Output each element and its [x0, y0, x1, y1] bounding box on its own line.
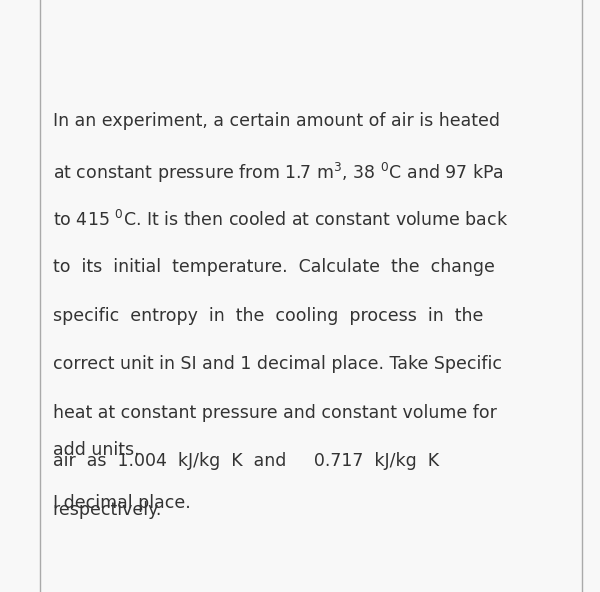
Text: In an experiment, a certain amount of air is heated: In an experiment, a certain amount of ai…	[53, 112, 500, 130]
Text: correct unit in SI and 1 decimal place. Take Specific: correct unit in SI and 1 decimal place. …	[53, 355, 502, 373]
Text: add units.: add units.	[53, 441, 139, 459]
Text: specific  entropy  in  the  cooling  process  in  the: specific entropy in the cooling process …	[53, 307, 483, 324]
Text: at constant pressure from 1.7 m$^{3}$, 38 $^{0}$C and 97 kPa: at constant pressure from 1.7 m$^{3}$, 3…	[53, 161, 504, 185]
Text: to  its  initial  temperature.  Calculate  the  change: to its initial temperature. Calculate th…	[53, 258, 494, 276]
Text: to 415 $^{0}$C. It is then cooled at constant volume back: to 415 $^{0}$C. It is then cooled at con…	[53, 210, 508, 230]
Text: respectively.: respectively.	[53, 501, 162, 519]
Text: heat at constant pressure and constant volume for: heat at constant pressure and constant v…	[53, 404, 497, 422]
Text: I decimal place.: I decimal place.	[53, 494, 191, 512]
Text: air  as  1.004  kJ/kg  K  and     0.717  kJ/kg  K: air as 1.004 kJ/kg K and 0.717 kJ/kg K	[53, 452, 439, 470]
